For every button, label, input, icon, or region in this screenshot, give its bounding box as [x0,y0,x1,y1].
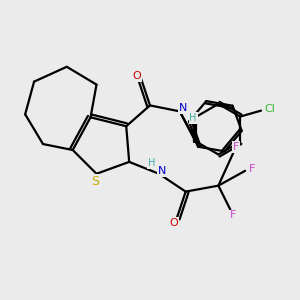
Text: O: O [169,218,178,228]
Text: Cl: Cl [265,104,275,114]
Text: N: N [158,166,166,176]
Text: H: H [148,158,155,168]
Text: S: S [91,175,99,188]
Text: F: F [233,142,239,152]
Text: O: O [132,71,141,81]
Text: N: N [178,103,187,113]
Text: F: F [249,164,256,174]
Text: H: H [189,113,197,123]
Text: F: F [230,210,236,220]
